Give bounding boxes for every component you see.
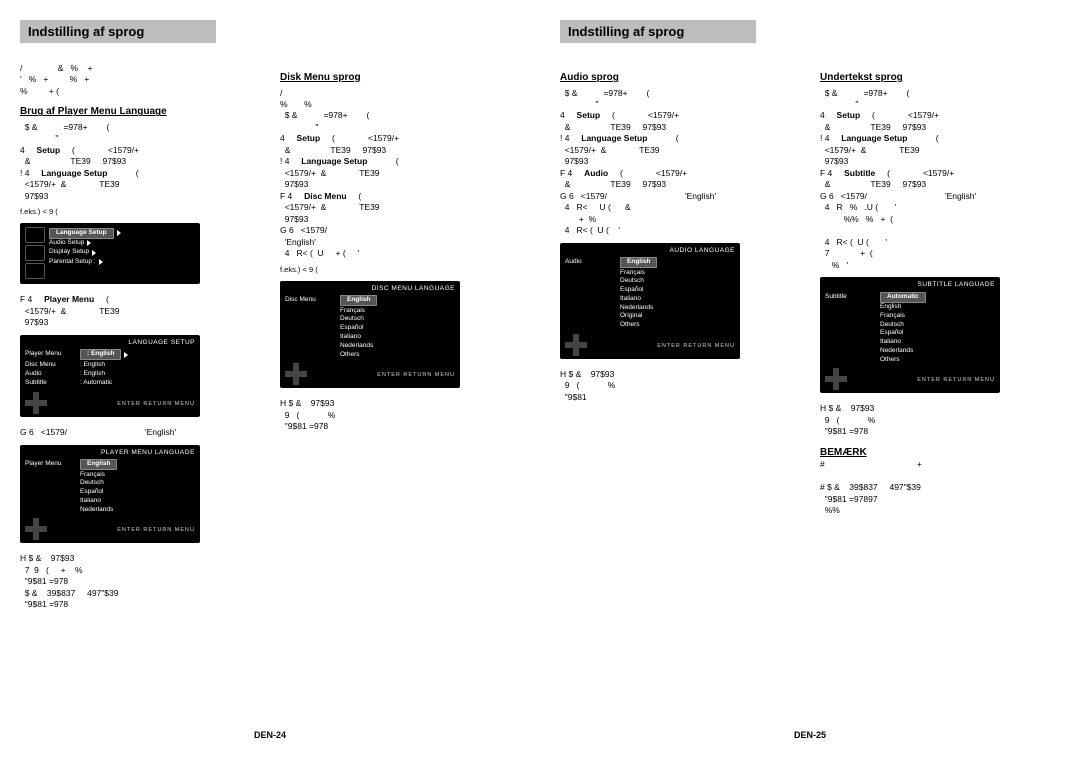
osd-player-menu-lang: PLAYER MENU LANGUAGE Player MenuEnglish … [20, 445, 200, 544]
osd-icon [25, 263, 45, 279]
step1: $ & =978+ ( " [20, 122, 250, 145]
osd-icon [25, 227, 45, 243]
col-b: Disk Menu sprog / % % $ & =978+ ( " 4 Se… [280, 63, 510, 611]
arrow-icon [124, 352, 128, 358]
feks: f.eks.) < 9 ( [280, 265, 510, 275]
page-num-left: DEN-24 [254, 730, 286, 740]
arrow-icon [92, 250, 96, 256]
step2: 4 Setup ( <1579/+ & TE39 97$93 [560, 110, 790, 133]
intro: / % % [280, 88, 510, 111]
nav-cross-icon [25, 392, 47, 414]
osd-subtitle-lang: SUBTITLE LANGUAGE SubtitleAutomatic Engl… [820, 277, 1000, 393]
step6: H $ & 97$93 7 9 ( + % "9$81 =978 $ & 39$… [20, 553, 250, 610]
subhead-player-menu: Brug af Player Menu Language [20, 105, 250, 119]
arrow-icon [117, 230, 121, 236]
step6: H $ & 97$93 9 ( % "9$81 =978 [820, 403, 1050, 437]
page-header-left: Indstilling af sprog [20, 20, 216, 43]
step1: $ & =978+ ( " [560, 88, 790, 111]
columns-right: Audio sprog $ & =978+ ( " 4 Setup ( <157… [560, 63, 1060, 517]
col-a: / & % + ' % + % + % + ( Brug af Player M… [20, 63, 250, 611]
page-header-right: Indstilling af sprog [560, 20, 756, 43]
subhead-subtitle: Undertekst sprog [820, 71, 1050, 85]
step6: H $ & 97$93 9 ( % "9$81 =978 [280, 398, 510, 432]
step2: 4 Setup ( <1579/+ & TE39 97$93 [820, 110, 1050, 133]
page-left: Indstilling af sprog / & % + ' % + % + %… [20, 20, 520, 740]
subhead-audio: Audio sprog [560, 71, 790, 85]
step6: H $ & 97$93 9 ( % "9$81 [560, 369, 790, 403]
arrow-icon [99, 259, 103, 265]
step2: 4 Setup ( <1579/+ & TE39 97$93 [280, 133, 510, 156]
nav-cross-icon [825, 368, 847, 390]
step2: 4 Setup ( <1579/+ & TE39 97$93 [20, 145, 250, 168]
columns-left: / & % + ' % + % + % + ( Brug af Player M… [20, 63, 520, 611]
osd-disc-menu-lang: DISC MENU LANGUAGE Disc MenuEnglish Fran… [280, 281, 460, 389]
col-d: Undertekst sprog $ & =978+ ( " 4 Setup (… [820, 63, 1050, 517]
step5: G 6 <1579/ 'English' 4 R< ( U + ( ' [280, 225, 510, 259]
osd-icon [25, 245, 45, 261]
step1: $ & =978+ ( " [820, 88, 1050, 111]
nav-cross-icon [25, 518, 47, 540]
note-text: # + # $ & 39$837 497"$39 "9$81 =97897 %% [820, 459, 1050, 516]
nav-cross-icon [565, 334, 587, 356]
osd-audio-lang: AUDIO LANGUAGE AudioEnglish Français Deu… [560, 243, 740, 359]
step4: F 4 Player Menu ( <1579/+ & TE39 97$93 [20, 294, 250, 328]
col-c: Audio sprog $ & =978+ ( " 4 Setup ( <157… [560, 63, 790, 517]
feks: f.eks.) < 9 ( [20, 207, 250, 217]
osd-icons [25, 227, 45, 281]
step4: F 4 Disc Menu ( <1579/+ & TE39 97$93 [280, 191, 510, 225]
step4: F 4 Subtitle ( <1579/+ & TE39 97$93 [820, 168, 1050, 191]
step5: G 6 <1579/ 'English' [20, 427, 250, 438]
step3: ! 4 Language Setup ( <1579/+ & TE39 97$9… [560, 133, 790, 167]
step1: $ & =978+ ( " [280, 110, 510, 133]
page-spread: Indstilling af sprog / & % + ' % + % + %… [20, 20, 1060, 740]
subhead-disk-menu: Disk Menu sprog [280, 71, 510, 85]
nav-cross-icon [285, 363, 307, 385]
step5: G 6 <1579/ 'English' 4 R % .U ( ' %% % +… [820, 191, 1050, 271]
step3: ! 4 Language Setup ( <1579/+ & TE39 97$9… [820, 133, 1050, 167]
note-label: BEMÆRK [820, 446, 1050, 460]
step3: ! 4 Language Setup ( <1579/+ & TE39 97$9… [280, 156, 510, 190]
intro-text: / & % + ' % + % + % + ( [20, 63, 250, 97]
arrow-icon [87, 240, 91, 246]
osd-language-setup: LANGUAGE SETUP Player Menu: English Disc… [20, 335, 200, 417]
step4: F 4 Audio ( <1579/+ & TE39 97$93 [560, 168, 790, 191]
step3: ! 4 Language Setup ( <1579/+ & TE39 97$9… [20, 168, 250, 202]
step5: G 6 <1579/ 'English' 4 R< U ( & + % 4 R<… [560, 191, 790, 237]
page-num-right: DEN-25 [794, 730, 826, 740]
page-right: Indstilling af sprog Audio sprog $ & =97… [560, 20, 1060, 740]
osd-setup-root: Language Setup Audio Setup Display Setup… [20, 223, 200, 284]
